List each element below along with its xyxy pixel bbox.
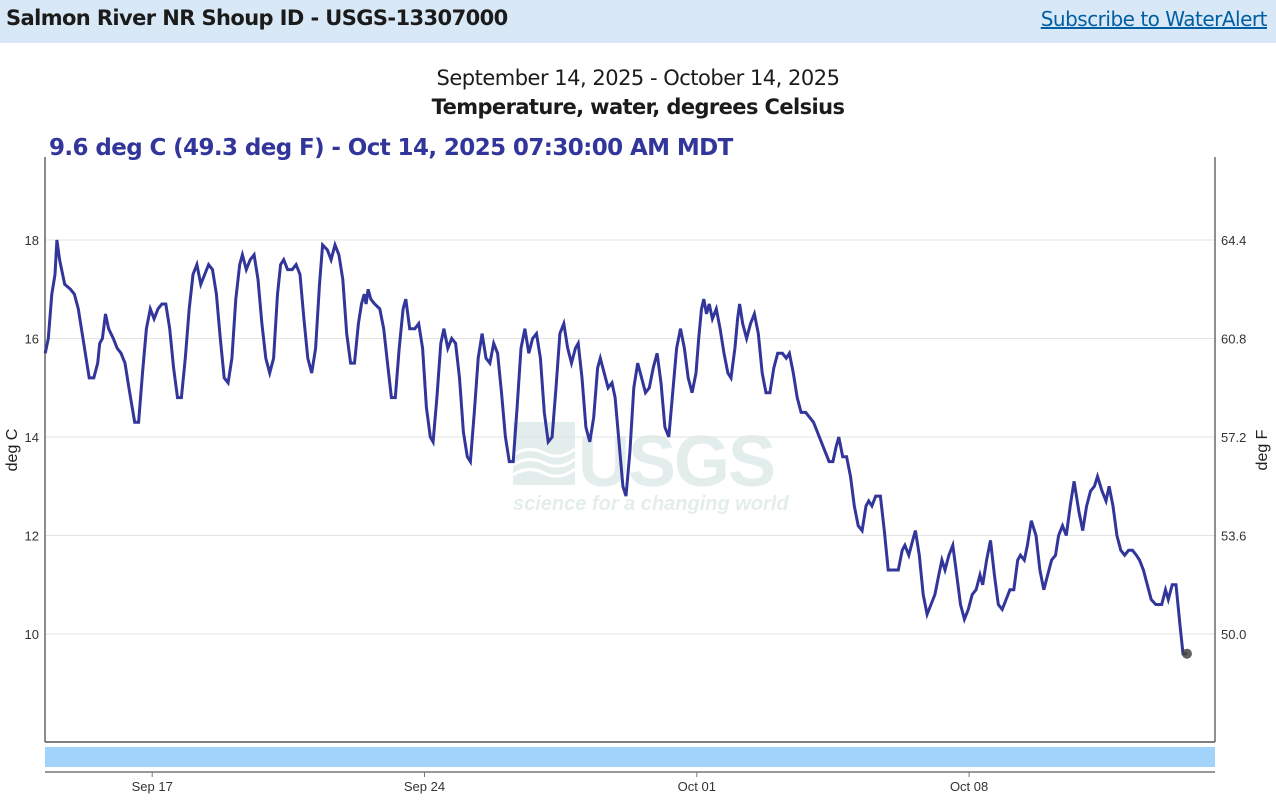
y-axis-left-title: deg C bbox=[4, 429, 21, 472]
y-tick-label-left: 14 bbox=[25, 430, 39, 445]
brush-range-selector[interactable] bbox=[45, 747, 1215, 767]
x-tick-label: Oct 08 bbox=[950, 779, 988, 794]
usgs-watermark: USGS science for a changing world bbox=[512, 422, 789, 515]
y-tick-label-left: 10 bbox=[25, 627, 39, 642]
subscribe-wateralert-link[interactable]: Subscribe to WaterAlert bbox=[1040, 7, 1268, 31]
y-tick-label-left: 16 bbox=[25, 332, 39, 347]
watermark-tagline: science for a changing world bbox=[513, 493, 789, 515]
y-axis-right-title: deg F bbox=[1254, 429, 1271, 470]
y-tick-label-right: 53.6 bbox=[1221, 529, 1246, 544]
y-tick-label-right: 57.2 bbox=[1221, 430, 1246, 445]
y-axis-left: 18 16 14 12 10 bbox=[25, 233, 39, 642]
chart-date-range: September 14, 2025 - October 14, 2025 bbox=[436, 66, 840, 90]
current-point-marker[interactable] bbox=[1181, 648, 1192, 659]
temperature-line bbox=[43, 239, 1187, 656]
y-axis-right: 64.4 60.8 57.2 53.6 50.0 bbox=[1221, 233, 1246, 642]
watermark-logo-text: USGS bbox=[578, 422, 774, 502]
x-tick-label: Sep 17 bbox=[132, 779, 173, 794]
current-value-readout: 9.6 deg C (49.3 deg F) - Oct 14, 2025 07… bbox=[49, 135, 733, 161]
chart-parameter-title: Temperature, water, degrees Celsius bbox=[431, 95, 845, 119]
y-tick-label-right: 64.4 bbox=[1221, 233, 1246, 248]
y-tick-label-left: 18 bbox=[25, 233, 39, 248]
x-axis-ticks: Sep 17 Sep 24 Oct 01 Oct 08 bbox=[132, 772, 988, 794]
site-title: Salmon River NR Shoup ID - USGS-13307000 bbox=[6, 6, 508, 30]
usgs-logo-waves-icon bbox=[512, 422, 576, 485]
y-tick-label-right: 50.0 bbox=[1221, 627, 1246, 642]
site-header: Salmon River NR Shoup ID - USGS-13307000… bbox=[0, 0, 1276, 43]
x-tick-label: Sep 24 bbox=[404, 779, 445, 794]
x-tick-label: Oct 01 bbox=[678, 779, 716, 794]
y-tick-label-right: 60.8 bbox=[1221, 332, 1246, 347]
gridlines bbox=[46, 239, 1215, 635]
y-tick-label-left: 12 bbox=[25, 529, 39, 544]
